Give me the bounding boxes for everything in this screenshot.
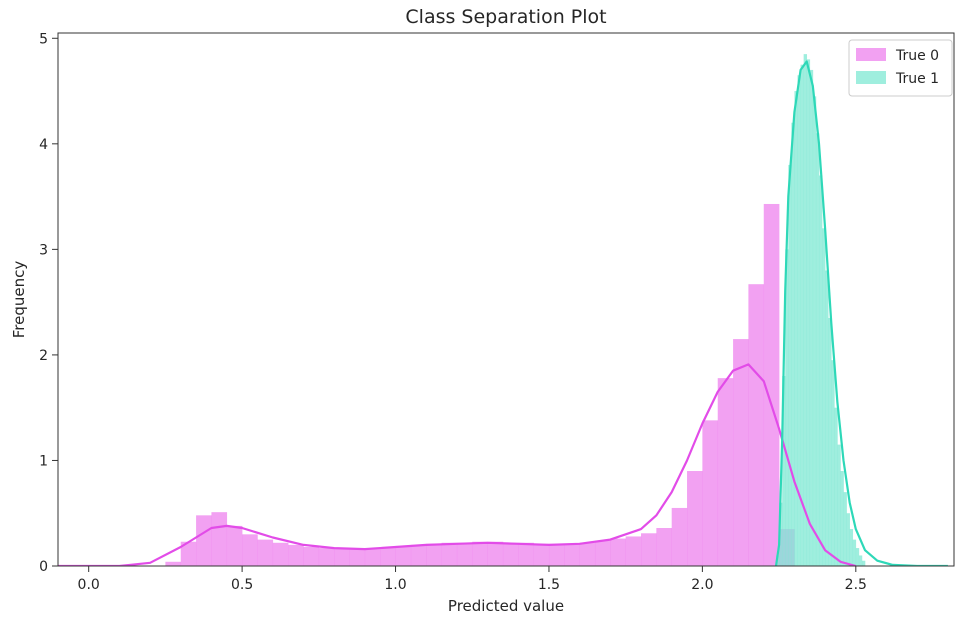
bar-true1-25 <box>852 539 857 566</box>
bar-true0-4 <box>226 525 243 566</box>
bar-true1-23 <box>846 513 850 566</box>
bar-true0-6 <box>257 539 274 566</box>
legend-swatch-true0 <box>856 48 886 61</box>
bar-true0-26 <box>564 543 580 566</box>
bar-true0-30 <box>625 536 642 566</box>
bar-true0-19 <box>456 542 473 566</box>
bar-true0-15 <box>395 545 412 566</box>
bar-true0-7 <box>272 542 289 566</box>
legend-label-true0: True 0 <box>895 48 939 64</box>
bar-true1-17 <box>828 317 832 566</box>
bar-true1-6 <box>794 91 798 566</box>
bar-true1-12 <box>812 96 817 566</box>
bar-true0-35 <box>702 420 719 566</box>
bar-true0-24 <box>533 543 550 566</box>
bar-true0-29 <box>610 538 626 566</box>
y-tick-label-1: 1 <box>39 453 48 469</box>
bar-true0-39 <box>763 203 780 566</box>
bar-true0-20 <box>472 541 488 566</box>
bar-true0-32 <box>656 528 672 566</box>
bar-true1-21 <box>840 471 844 566</box>
bar-true0-14 <box>380 547 396 566</box>
legend-swatch-true1 <box>856 71 886 84</box>
axes: 0.0 0.5 1.0 1.5 2.0 2.5 0 1 2 3 4 5 <box>39 31 955 593</box>
bar-true1-28 <box>861 560 866 566</box>
y-tick-label-0: 0 <box>39 559 48 575</box>
bar-true0-11 <box>334 549 350 566</box>
x-tick-label-4: 2.0 <box>691 577 713 593</box>
x-tick-label-1: 0.5 <box>231 577 253 593</box>
bar-true1-4 <box>788 164 792 566</box>
bar-true0-8 <box>288 544 304 566</box>
x-tick-label-2: 1.0 <box>384 577 406 593</box>
bar-true1-8 <box>800 64 804 566</box>
bar-true0-33 <box>671 507 688 566</box>
bar-true0-27 <box>579 542 596 566</box>
bar-true0-21 <box>487 541 504 566</box>
bar-true1-13 <box>815 133 820 566</box>
x-tick-label-5: 2.5 <box>845 577 867 593</box>
bar-true1-2 <box>782 376 786 566</box>
legend-label-true1: True 1 <box>895 71 939 87</box>
bar-true0-22 <box>502 542 519 566</box>
bar-true1-18 <box>831 360 835 566</box>
bar-true1-14 <box>818 175 823 566</box>
legend: True 0 True 1 <box>848 39 953 97</box>
series-0-bars <box>165 203 795 566</box>
y-tick-label-4: 4 <box>39 137 48 153</box>
bar-true0-25 <box>548 543 565 566</box>
bar-true0-18 <box>441 542 458 566</box>
series-1-bars <box>776 54 866 566</box>
x-tick-label-3: 1.5 <box>538 577 560 593</box>
bar-true1-15 <box>822 228 826 566</box>
bar-true1-10 <box>806 59 811 566</box>
bar-true1-5 <box>791 122 795 566</box>
bar-true0-3 <box>211 512 228 566</box>
bar-true0-17 <box>426 543 442 566</box>
bar-true1-24 <box>849 529 854 566</box>
chart-title: Class Separation Plot <box>405 6 606 28</box>
bar-true0-2 <box>196 515 212 566</box>
bar-true1-16 <box>825 270 829 566</box>
bar-true0-10 <box>318 548 335 566</box>
x-tick-label-0: 0.0 <box>78 577 100 593</box>
y-tick-label-2: 2 <box>39 348 48 364</box>
bar-true1-20 <box>837 444 841 566</box>
bar-true1-3 <box>785 249 789 566</box>
bar-true0-37 <box>733 339 749 566</box>
bar-true1-26 <box>855 548 860 566</box>
bar-true0-23 <box>518 542 534 566</box>
bar-true1-22 <box>843 492 847 566</box>
plot-area <box>58 54 948 566</box>
bar-true0-34 <box>687 471 703 566</box>
bar-true0-1 <box>180 541 197 566</box>
y-tick-label-3: 3 <box>39 242 48 258</box>
bar-true0-16 <box>410 544 427 566</box>
kde-line-true1 <box>774 60 948 566</box>
axes-frame <box>57 32 955 567</box>
bar-true0-31 <box>641 533 657 566</box>
bar-true1-1 <box>779 502 783 566</box>
bar-true1-7 <box>797 75 801 566</box>
bar-true1-27 <box>858 555 863 566</box>
bar-true0-9 <box>303 547 320 566</box>
y-tick-label-5: 5 <box>39 31 48 47</box>
bar-true0-12 <box>349 549 366 566</box>
bar-true1-9 <box>803 54 808 566</box>
bar-true0-0 <box>165 561 182 566</box>
bar-true0-38 <box>748 284 765 566</box>
bar-true0-36 <box>717 378 734 566</box>
bar-true0-13 <box>364 548 381 566</box>
y-axis-label: Frequency <box>10 261 28 339</box>
bar-true1-11 <box>809 69 814 566</box>
bar-true1-19 <box>834 407 838 566</box>
x-axis-label: Predicted value <box>448 597 564 615</box>
kde-line-true0 <box>58 363 857 566</box>
bar-true0-5 <box>242 534 258 566</box>
bar-true0-28 <box>594 540 611 566</box>
